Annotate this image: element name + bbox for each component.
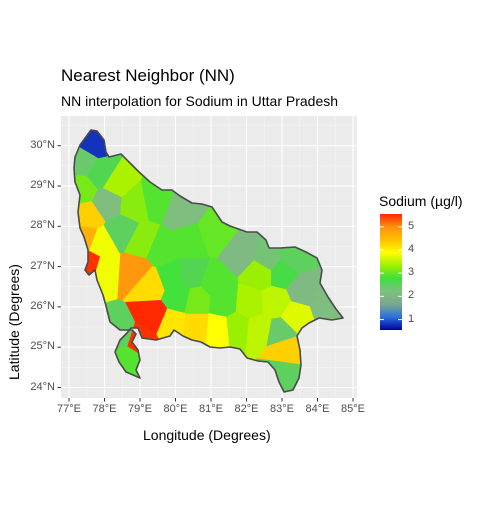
x-tick-label: 80°E <box>163 403 188 415</box>
legend-label: 3 <box>408 266 415 279</box>
y-tick-label: 28°N <box>30 219 55 232</box>
legend-label: 4 <box>408 242 415 255</box>
x-tick-label: 79°E <box>128 403 152 415</box>
chart-subtitle: NN interpolation for Sodium in Uttar Pra… <box>61 93 339 109</box>
legend-title: Sodium (µg/l) <box>379 193 463 209</box>
y-axis-label: Latitude (Degrees) <box>6 264 22 380</box>
x-tick-label: 85°E <box>341 403 365 415</box>
legend-label: 1 <box>408 312 415 325</box>
x-axis-label: Longitude (Degrees) <box>143 427 271 443</box>
x-tick-label: 77°E <box>57 403 81 415</box>
y-tick-label: 30°N <box>30 138 55 151</box>
y-tick-label: 26°N <box>30 299 55 312</box>
x-tick-label: 82°E <box>234 403 259 415</box>
legend-label: 2 <box>408 289 415 302</box>
y-tick-label: 29°N <box>30 179 55 191</box>
chart-title: Nearest Neighbor (NN) <box>61 66 235 85</box>
x-tick-label: 83°E <box>270 403 294 415</box>
x-tick-label: 78°E <box>92 403 117 415</box>
y-tick-label: 27°N <box>30 259 55 272</box>
legend-colorbar <box>380 214 402 330</box>
y-tick-label: 24°N <box>30 380 55 393</box>
state-boundary <box>73 129 344 393</box>
y-tick-label: 25°N <box>30 340 55 353</box>
x-tick-label: 84°E <box>305 403 330 415</box>
legend-label: 5 <box>408 219 415 232</box>
x-tick-label: 81°E <box>199 403 223 415</box>
